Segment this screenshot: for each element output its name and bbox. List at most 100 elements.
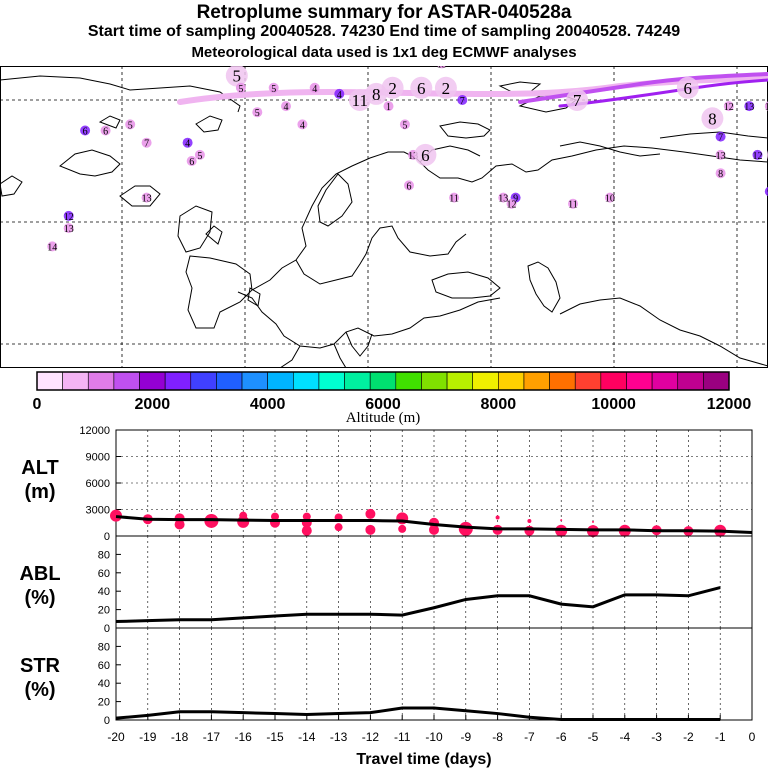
- plume-label: 8: [372, 85, 381, 104]
- plume-marker: [498, 192, 509, 203]
- plume-label: 4: [185, 139, 190, 150]
- plume-marker: [764, 101, 768, 111]
- x-tick-label: -3: [651, 730, 662, 744]
- coastline: [431, 271, 501, 299]
- plume-label: 13: [437, 66, 447, 70]
- colorbar-swatch: [549, 371, 576, 391]
- colorbar-axis-label: Altitude (m): [346, 410, 421, 426]
- panel-ylabel-top: ABL: [19, 563, 60, 585]
- plume-label: 6: [421, 146, 430, 165]
- plume-marker: [334, 88, 345, 99]
- plume-label: 4: [337, 90, 342, 101]
- plume-marker: [568, 198, 578, 209]
- x-tick-label: -19: [139, 730, 157, 744]
- colorbar-swatch: [139, 371, 166, 391]
- colorbar-swatch: [292, 371, 320, 391]
- coastline: [251, 145, 768, 291]
- plume-label: 13: [498, 194, 508, 205]
- x-tick-label: -17: [203, 730, 221, 744]
- altitude-colorbar: 0 2000 4000 6000 8000 10000 12000 Altitude (m): [33, 371, 752, 426]
- plume-marker: [235, 82, 246, 93]
- plume-marker: [404, 180, 414, 191]
- y-tick-label: 20: [98, 697, 110, 709]
- coastline: [333, 343, 347, 368]
- plume-marker: [566, 89, 589, 111]
- plume-marker: [676, 76, 699, 99]
- coastline: [279, 345, 301, 368]
- panel-ylabel-bottom: (m): [24, 481, 55, 503]
- coastline: [295, 225, 467, 285]
- plume-label: 9: [513, 194, 518, 205]
- y-tick-label: 80: [98, 549, 110, 561]
- coastline: [559, 141, 661, 157]
- colorbar-swatch: [87, 371, 115, 391]
- coastline: [185, 255, 253, 329]
- x-tick-label: -8: [492, 730, 503, 744]
- coastline: [247, 287, 261, 307]
- altitude-scatter-point: [110, 509, 122, 522]
- plume-marker: [309, 82, 320, 93]
- plume-label: 7: [718, 133, 723, 144]
- x-tick-label: -5: [588, 730, 599, 744]
- plume-marker: [457, 95, 468, 105]
- x-tick-label: -16: [235, 730, 253, 744]
- plume-marker: [225, 66, 248, 87]
- plume-marker: [399, 119, 410, 130]
- plume-marker: [764, 186, 768, 197]
- plume-label: 2: [388, 79, 397, 98]
- y-tick-label: 9000: [86, 452, 110, 464]
- plume-marker: [63, 210, 74, 221]
- colorbar-swatch: [677, 371, 704, 391]
- colorbar-tick-label: 8000: [481, 396, 517, 413]
- plume-marker: [723, 101, 734, 112]
- colorbar-swatch: [344, 371, 371, 391]
- colorbar-swatch: [216, 371, 243, 391]
- plume-label: 13: [142, 194, 152, 205]
- x-tick-label: -15: [266, 730, 284, 744]
- plume-marker: [281, 101, 291, 112]
- colorbar-tick-label: 12000: [707, 396, 752, 413]
- plume-label: 11: [568, 200, 578, 211]
- plume-label: 12: [724, 102, 734, 113]
- coastline: [345, 331, 373, 357]
- altitude-scatter-point: [524, 525, 535, 536]
- x-tick-label: -14: [298, 730, 316, 744]
- retroplume-map: 5554454411812621357761213109101114781510…: [0, 66, 768, 368]
- plume-label: 10: [765, 102, 768, 113]
- colorbar-tick-label: 2000: [135, 396, 171, 413]
- colorbar-tick-label: 6000: [365, 396, 401, 413]
- y-tick-label: 0: [104, 531, 110, 543]
- abl-series-line: [115, 586, 721, 624]
- coastline: [0, 75, 241, 113]
- plume-marker: [434, 76, 457, 99]
- plume-label: 6: [407, 181, 412, 192]
- coastline: [317, 173, 353, 227]
- x-tick-label: -7: [524, 730, 535, 744]
- colorbar-tick-label: 0: [33, 396, 42, 413]
- altitude-scatter-point: [365, 524, 376, 535]
- plume-label: 10: [605, 194, 615, 205]
- y-tick-label: 3000: [86, 505, 110, 517]
- plume-label: 6: [417, 79, 426, 98]
- plume-label: 5: [402, 120, 407, 131]
- plume-marker: [252, 107, 263, 118]
- plume-label: 2: [442, 79, 451, 98]
- plume-marker: [410, 76, 433, 99]
- altitude-scatter-point: [429, 524, 439, 535]
- coastline: [205, 225, 223, 245]
- altitude-scatter-point: [560, 519, 563, 522]
- plume-label: 6: [103, 127, 108, 138]
- altitude-scatter-point: [334, 523, 343, 532]
- x-tick-label: -10: [425, 730, 443, 744]
- colorbar-swatch: [651, 371, 679, 391]
- colorbar-swatch: [62, 371, 89, 391]
- x-tick-label: -2: [683, 730, 694, 744]
- y-tick-label: 6000: [86, 478, 110, 490]
- plume-marker: [383, 101, 394, 112]
- colorbar-tick-label: 4000: [250, 396, 286, 413]
- x-tick-label: -6: [556, 730, 567, 744]
- x-tick-label: -11: [394, 730, 411, 744]
- y-tick-label: 40: [98, 586, 110, 598]
- coastline: [195, 115, 223, 133]
- altitude-scatter-point: [495, 515, 500, 520]
